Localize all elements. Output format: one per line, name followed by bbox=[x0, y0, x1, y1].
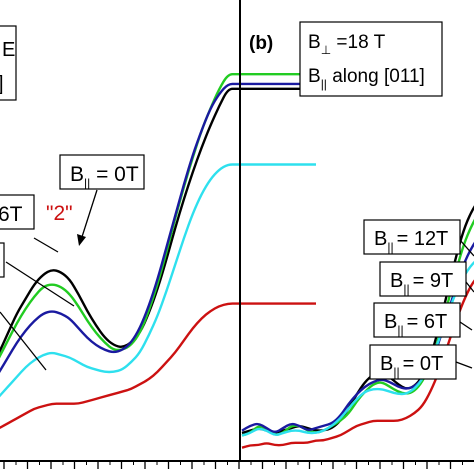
panel-b-label: (b) bbox=[249, 33, 273, 54]
peak-label-2: "2" bbox=[46, 202, 73, 225]
arrow-9t-b bbox=[465, 281, 474, 293]
panel-b: (b) B⊥ =18 T B|| along [011] B|| = 12T B|… bbox=[239, 0, 474, 462]
label-clipped-a bbox=[0, 242, 5, 278]
panel-a-legend-fragment-2: ] bbox=[0, 73, 4, 95]
panel-a: E ] B|| = 0T "2" 6T bbox=[0, 25, 316, 430]
panel-a-legend-box-clipped bbox=[0, 25, 17, 101]
svg-text:B|| = 0T: B|| = 0T bbox=[70, 163, 139, 190]
arrow-0t-a bbox=[80, 189, 98, 241]
arrow-12t-b bbox=[459, 239, 474, 257]
panel-a-legend-fragment-1: E bbox=[2, 39, 15, 61]
x-axis-ticks bbox=[3, 461, 463, 469]
svg-text:B||= 12T: B|| = 12T bbox=[374, 228, 448, 254]
label-b-6t: B|| = 6T bbox=[373, 302, 461, 338]
label-b-par-0t-a: B|| = 0T bbox=[59, 154, 145, 190]
label-b-12t: B|| = 12T bbox=[363, 219, 461, 255]
svg-text:B||= 6T: B|| = 6T bbox=[384, 311, 447, 337]
label-b-0t: B|| = 0T bbox=[369, 344, 457, 380]
arrow-6t-b bbox=[459, 321, 473, 331]
panel-b-legend-box: B⊥ =18 T B|| along [011] bbox=[299, 21, 443, 97]
panel-a-series-3 bbox=[0, 163, 316, 398]
label-6t-a: 6T bbox=[0, 194, 35, 230]
svg-text:B||= 0T: B|| = 0T bbox=[380, 353, 443, 379]
legend-b-perp: B⊥ =18 T bbox=[308, 32, 386, 57]
svg-text:B||= 9T: B|| = 9T bbox=[390, 270, 453, 296]
arrow-0t-b bbox=[455, 361, 473, 369]
legend-b-par: B|| along [011] bbox=[308, 66, 425, 91]
arrow-clipped-a-2 bbox=[0, 311, 47, 371]
arrow-0t-a-head bbox=[77, 234, 86, 246]
svg-text:6T: 6T bbox=[0, 203, 23, 226]
panel-a-series-1 bbox=[0, 72, 316, 359]
label-b-9t: B|| = 9T bbox=[379, 261, 467, 297]
x-axis bbox=[0, 460, 474, 469]
arrow-clipped-a-1 bbox=[5, 261, 75, 307]
panel-a-series-4 bbox=[0, 302, 316, 430]
arrow-6t-a bbox=[33, 237, 59, 253]
